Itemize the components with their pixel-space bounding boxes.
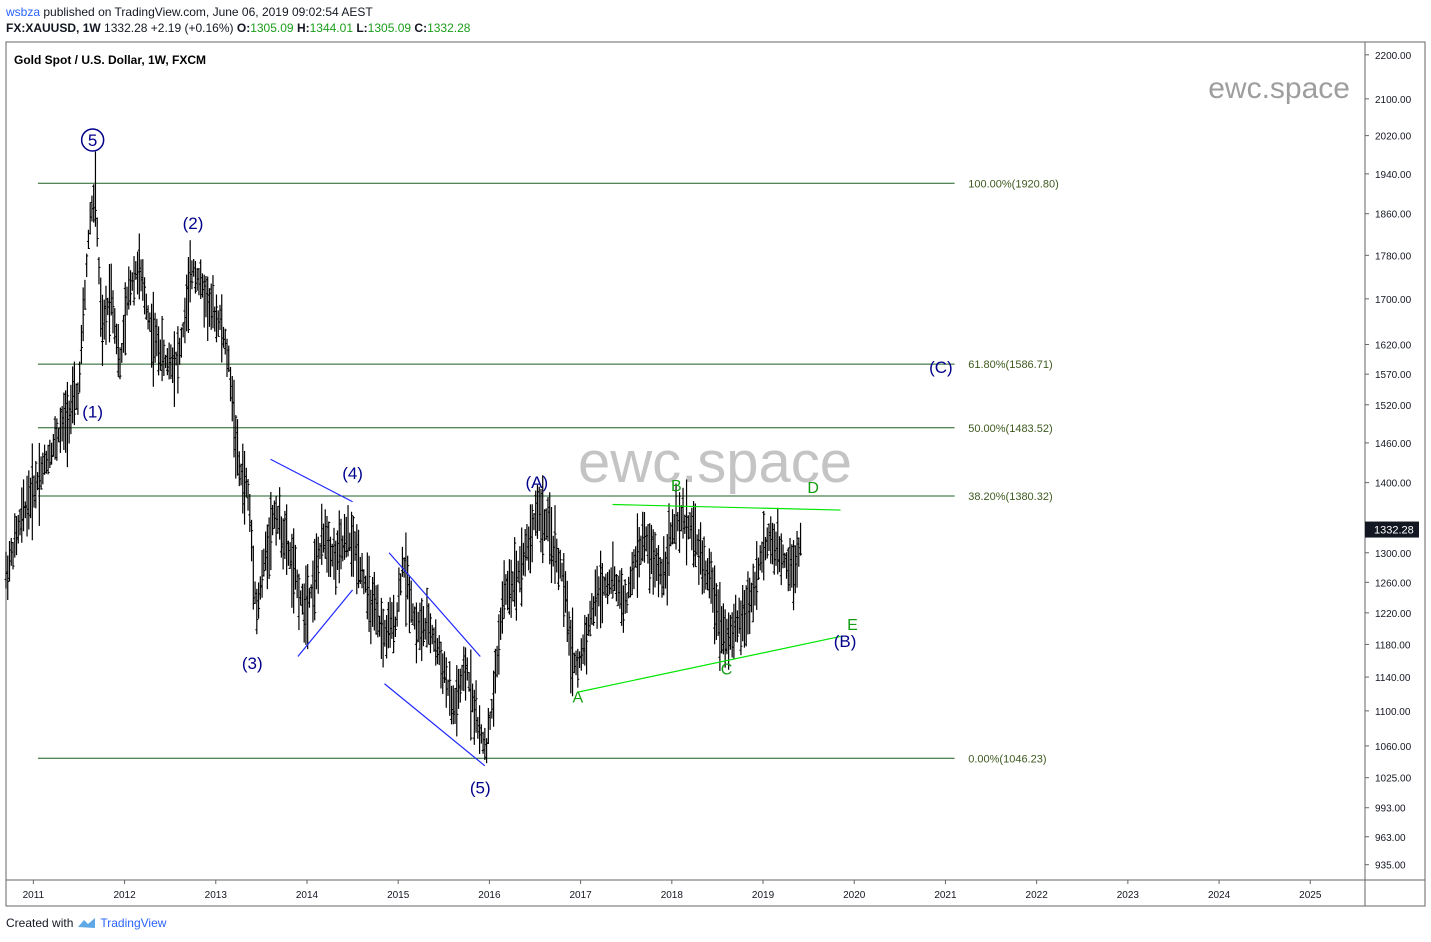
y-tick-label: 2200.00 [1375,51,1412,62]
y-tick-label: 1300.00 [1375,549,1412,560]
x-tick-label: 2022 [1026,890,1049,901]
interval-label: 1W [82,21,101,35]
brand-name: TradingView [100,916,167,930]
fib-level-label: 0.00%(1046.23) [968,753,1046,765]
fib-level-label: 61.80%(1586.71) [968,359,1052,371]
x-tick-label: 2012 [113,890,136,901]
price-bars [4,151,803,764]
wave-label-blue: (1) [82,402,103,421]
wave-label-green: D [807,480,819,497]
x-tick-label: 2023 [1117,890,1140,901]
y-tick-label: 1520.00 [1375,401,1412,412]
y-tick-label: 1570.00 [1375,370,1412,381]
wave-label-blue: (4) [342,464,363,483]
price-axis[interactable]: 2200.00 2100.00 2020.00 1940.00 1860.00 1780.… [1365,51,1412,872]
x-tick-label: 2011 [23,890,45,901]
low-label: L: [356,21,368,35]
chart-header: wsbza published on TradingView.com, June… [6,4,470,36]
trendlines[interactable] [270,458,841,767]
high-label: H: [296,21,310,35]
x-tick-label: 2017 [569,890,592,901]
y-tick-label: 1140.00 [1375,673,1411,684]
close-label: C: [414,21,428,35]
x-tick-label: 2021 [934,890,957,901]
low-value: 1305.09 [367,21,412,35]
y-tick-label: 1940.00 [1375,170,1412,181]
x-tick-label: 2025 [1299,890,1322,901]
wave-circle [80,128,105,152]
chart-title: Gold Spot / U.S. Dollar, 1W, FXCM [14,53,206,67]
publish-line: wsbza published on TradingView.com, June… [6,4,470,20]
y-tick-label: 1700.00 [1375,295,1412,306]
x-tick-label: 2013 [205,890,228,901]
wedge-trendline [270,458,353,503]
wave-label-blue: (2) [183,214,204,233]
wave-label-green: C [721,662,733,679]
wave-label-green: E [847,617,858,634]
open-value: 1305.09 [250,21,294,35]
wedge-trendline [297,589,354,657]
fib-retracement[interactable]: 100.00%(1920.80) 61.80%(1586.71) 50.00%(14… [37,178,1059,765]
y-tick-label: 935.00 [1375,861,1406,872]
watermark-large: ewc.space [578,430,852,495]
wave-label-blue: (C) [929,358,953,377]
y-tick-label: 1860.00 [1375,210,1412,221]
wave-label-green: A [573,689,584,706]
current-price-value: 1332.28 [1374,525,1414,537]
y-tick-label: 1180.00 [1375,640,1411,651]
watermark-small: ewc.space [1208,72,1350,105]
publish-info: published on TradingView.com, June 06, 2… [43,5,373,19]
change-value: +2.19 (+0.16%) [150,21,234,35]
fib-level-label: 50.00%(1483.52) [968,423,1052,435]
wave-label-blue: (B) [834,632,857,651]
wedge-trendline [384,683,486,767]
time-axis[interactable]: 2011 2012 2013 2014 2015 2016 2017 2018 2019 2020… [23,880,1322,901]
wave-labels: 5 (2) (1) (4) (3) (A) (5) (C) (B) B D E C A [80,128,953,798]
fib-level-label: 100.00%(1920.80) [968,178,1059,190]
symbol-label: FX:XAUUSD [6,21,77,35]
y-tick-label: 1620.00 [1375,340,1412,351]
y-tick-label: 1400.00 [1375,479,1412,490]
y-tick-label: 1025.00 [1375,774,1412,785]
triangle-trendline [612,503,841,511]
fib-level-label: 38.20%(1380.32) [968,491,1052,503]
author-name[interactable]: wsbza [6,5,41,19]
y-tick-label: 1780.00 [1375,251,1412,262]
tradingview-logo-icon [78,918,96,928]
wedge-trendline [388,552,481,657]
x-tick-label: 2016 [478,890,501,901]
x-tick-label: 2014 [296,890,319,901]
y-tick-label: 1460.00 [1375,439,1412,450]
x-tick-label: 2024 [1208,890,1231,901]
wave-label-blue: (A) [525,473,548,492]
x-tick-label: 2018 [661,890,684,901]
triangle-trendline [577,635,841,693]
x-tick-label: 2019 [752,890,775,901]
y-tick-label: 963.00 [1375,833,1406,844]
created-with-text: Created with [6,916,74,930]
footer: Created with TradingView [6,916,166,930]
y-tick-label: 2020.00 [1375,132,1412,143]
high-value: 1344.01 [309,21,353,35]
current-price-badge: 1332.28 [1365,521,1419,538]
last-price: 1332.28 [104,21,148,35]
wave-label-blue: 5 [88,131,97,150]
x-tick-label: 2015 [387,890,410,901]
close-value: 1332.28 [427,21,471,35]
y-tick-label: 1220.00 [1375,609,1412,620]
symbol-line: FX:XAUUSD, 1W 1332.28 +2.19 (+0.16%) O:1… [6,21,471,35]
y-tick-label: 1100.00 [1375,707,1411,718]
wave-label-blue: (3) [242,654,263,673]
y-tick-label: 1060.00 [1375,742,1412,753]
tradingview-link[interactable]: TradingView [77,916,166,930]
wave-label-blue: (5) [470,779,491,798]
y-tick-label: 1260.00 [1375,578,1412,589]
y-tick-label: 993.00 [1375,804,1406,815]
open-label: O: [236,21,251,35]
x-tick-label: 2020 [843,890,866,901]
y-tick-label: 2100.00 [1375,95,1412,106]
wave-label-green: B [671,478,682,495]
